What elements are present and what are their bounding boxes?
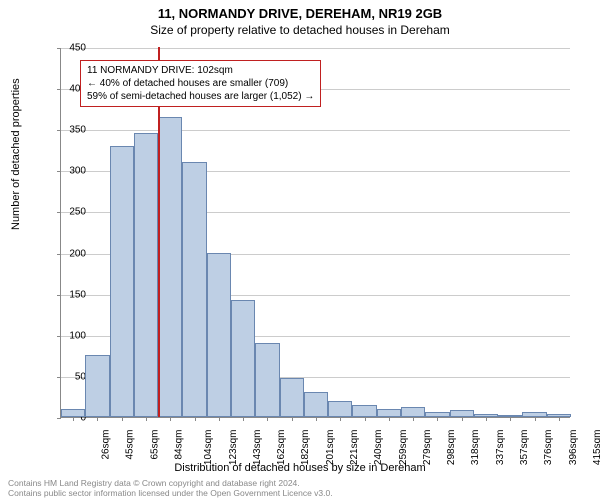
histogram-bar (110, 146, 134, 417)
xtick-mark (267, 417, 268, 421)
xtick-mark (559, 417, 560, 421)
ytick-label: 200 (56, 248, 86, 259)
histogram-bar (328, 401, 352, 417)
xtick-label: 259sqm (398, 430, 409, 466)
xtick-mark (316, 417, 317, 421)
xtick-mark (219, 417, 220, 421)
xtick-mark (413, 417, 414, 421)
histogram-bar (231, 300, 255, 417)
xtick-mark (389, 417, 390, 421)
xtick-mark (535, 417, 536, 421)
property-infobox: 11 NORMANDY DRIVE: 102sqm ← 40% of detac… (80, 60, 321, 107)
y-axis-label: Number of detached properties (10, 78, 22, 230)
xtick-label: 65sqm (149, 430, 160, 460)
xtick-label: 162sqm (276, 430, 287, 466)
infobox-line-smaller: ← 40% of detached houses are smaller (70… (87, 77, 314, 90)
ytick-label: 250 (56, 207, 86, 218)
histogram-bar (61, 409, 85, 417)
histogram-bar (280, 378, 304, 417)
infobox-line-larger: 59% of semi-detached houses are larger (… (87, 90, 314, 103)
xtick-label: 376sqm (543, 430, 554, 466)
xtick-mark (510, 417, 511, 421)
ytick-label: 100 (56, 330, 86, 341)
histogram-bar (498, 415, 522, 417)
gridline (61, 48, 570, 49)
xtick-mark (486, 417, 487, 421)
ytick-label: 300 (56, 166, 86, 177)
xtick-mark (462, 417, 463, 421)
chart-subtitle: Size of property relative to detached ho… (0, 21, 600, 37)
xtick-label: 123sqm (228, 430, 239, 466)
plot-area: 11 NORMANDY DRIVE: 102sqm ← 40% of detac… (60, 48, 570, 418)
histogram-bar (522, 412, 546, 417)
histogram-bar (377, 409, 401, 417)
xtick-label: 337sqm (495, 430, 506, 466)
gridline (61, 130, 570, 131)
infobox-line-size: 11 NORMANDY DRIVE: 102sqm (87, 64, 314, 77)
histogram-bar (182, 162, 206, 417)
xtick-mark (97, 417, 98, 421)
xtick-label: 201sqm (325, 430, 336, 466)
attribution-footer: Contains HM Land Registry data © Crown c… (8, 478, 333, 498)
xtick-label: 182sqm (301, 430, 312, 466)
chart-title-address: 11, NORMANDY DRIVE, DEREHAM, NR19 2GB (0, 0, 600, 21)
xtick-label: 415sqm (592, 430, 600, 466)
xtick-label: 298sqm (446, 430, 457, 466)
xtick-mark (292, 417, 293, 421)
histogram-bar (158, 117, 182, 417)
histogram-bar (85, 355, 109, 417)
footer-line2: Contains public sector information licen… (8, 488, 333, 498)
histogram-bar (450, 410, 474, 417)
xtick-label: 45sqm (125, 430, 136, 460)
xtick-label: 84sqm (174, 430, 185, 460)
histogram-bar (474, 414, 498, 417)
xtick-label: 26sqm (101, 430, 112, 460)
xtick-label: 357sqm (519, 430, 530, 466)
histogram-bar (352, 405, 376, 417)
histogram-bar (401, 407, 425, 417)
histogram-bar (425, 412, 449, 417)
xtick-label: 240sqm (373, 430, 384, 466)
xtick-label: 279sqm (422, 430, 433, 466)
xtick-label: 318sqm (471, 430, 482, 466)
xtick-label: 221sqm (349, 430, 360, 466)
xtick-mark (195, 417, 196, 421)
histogram-bar (304, 392, 328, 417)
ytick-label: 450 (56, 43, 86, 54)
chart-container: 11, NORMANDY DRIVE, DEREHAM, NR19 2GB Si… (0, 0, 600, 500)
histogram-bar (134, 133, 158, 417)
xtick-mark (437, 417, 438, 421)
histogram-bar (207, 253, 231, 417)
xtick-mark (340, 417, 341, 421)
histogram-bar (547, 414, 571, 417)
xtick-label: 396sqm (568, 430, 579, 466)
xtick-mark (122, 417, 123, 421)
histogram-bar (255, 343, 279, 417)
xtick-mark (146, 417, 147, 421)
xtick-label: 104sqm (203, 430, 214, 466)
xtick-mark (243, 417, 244, 421)
ytick-label: 150 (56, 289, 86, 300)
xtick-mark (170, 417, 171, 421)
footer-line1: Contains HM Land Registry data © Crown c… (8, 478, 333, 488)
ytick-label: 350 (56, 125, 86, 136)
xtick-label: 143sqm (252, 430, 263, 466)
ytick-label: 50 (56, 371, 86, 382)
xtick-mark (365, 417, 366, 421)
